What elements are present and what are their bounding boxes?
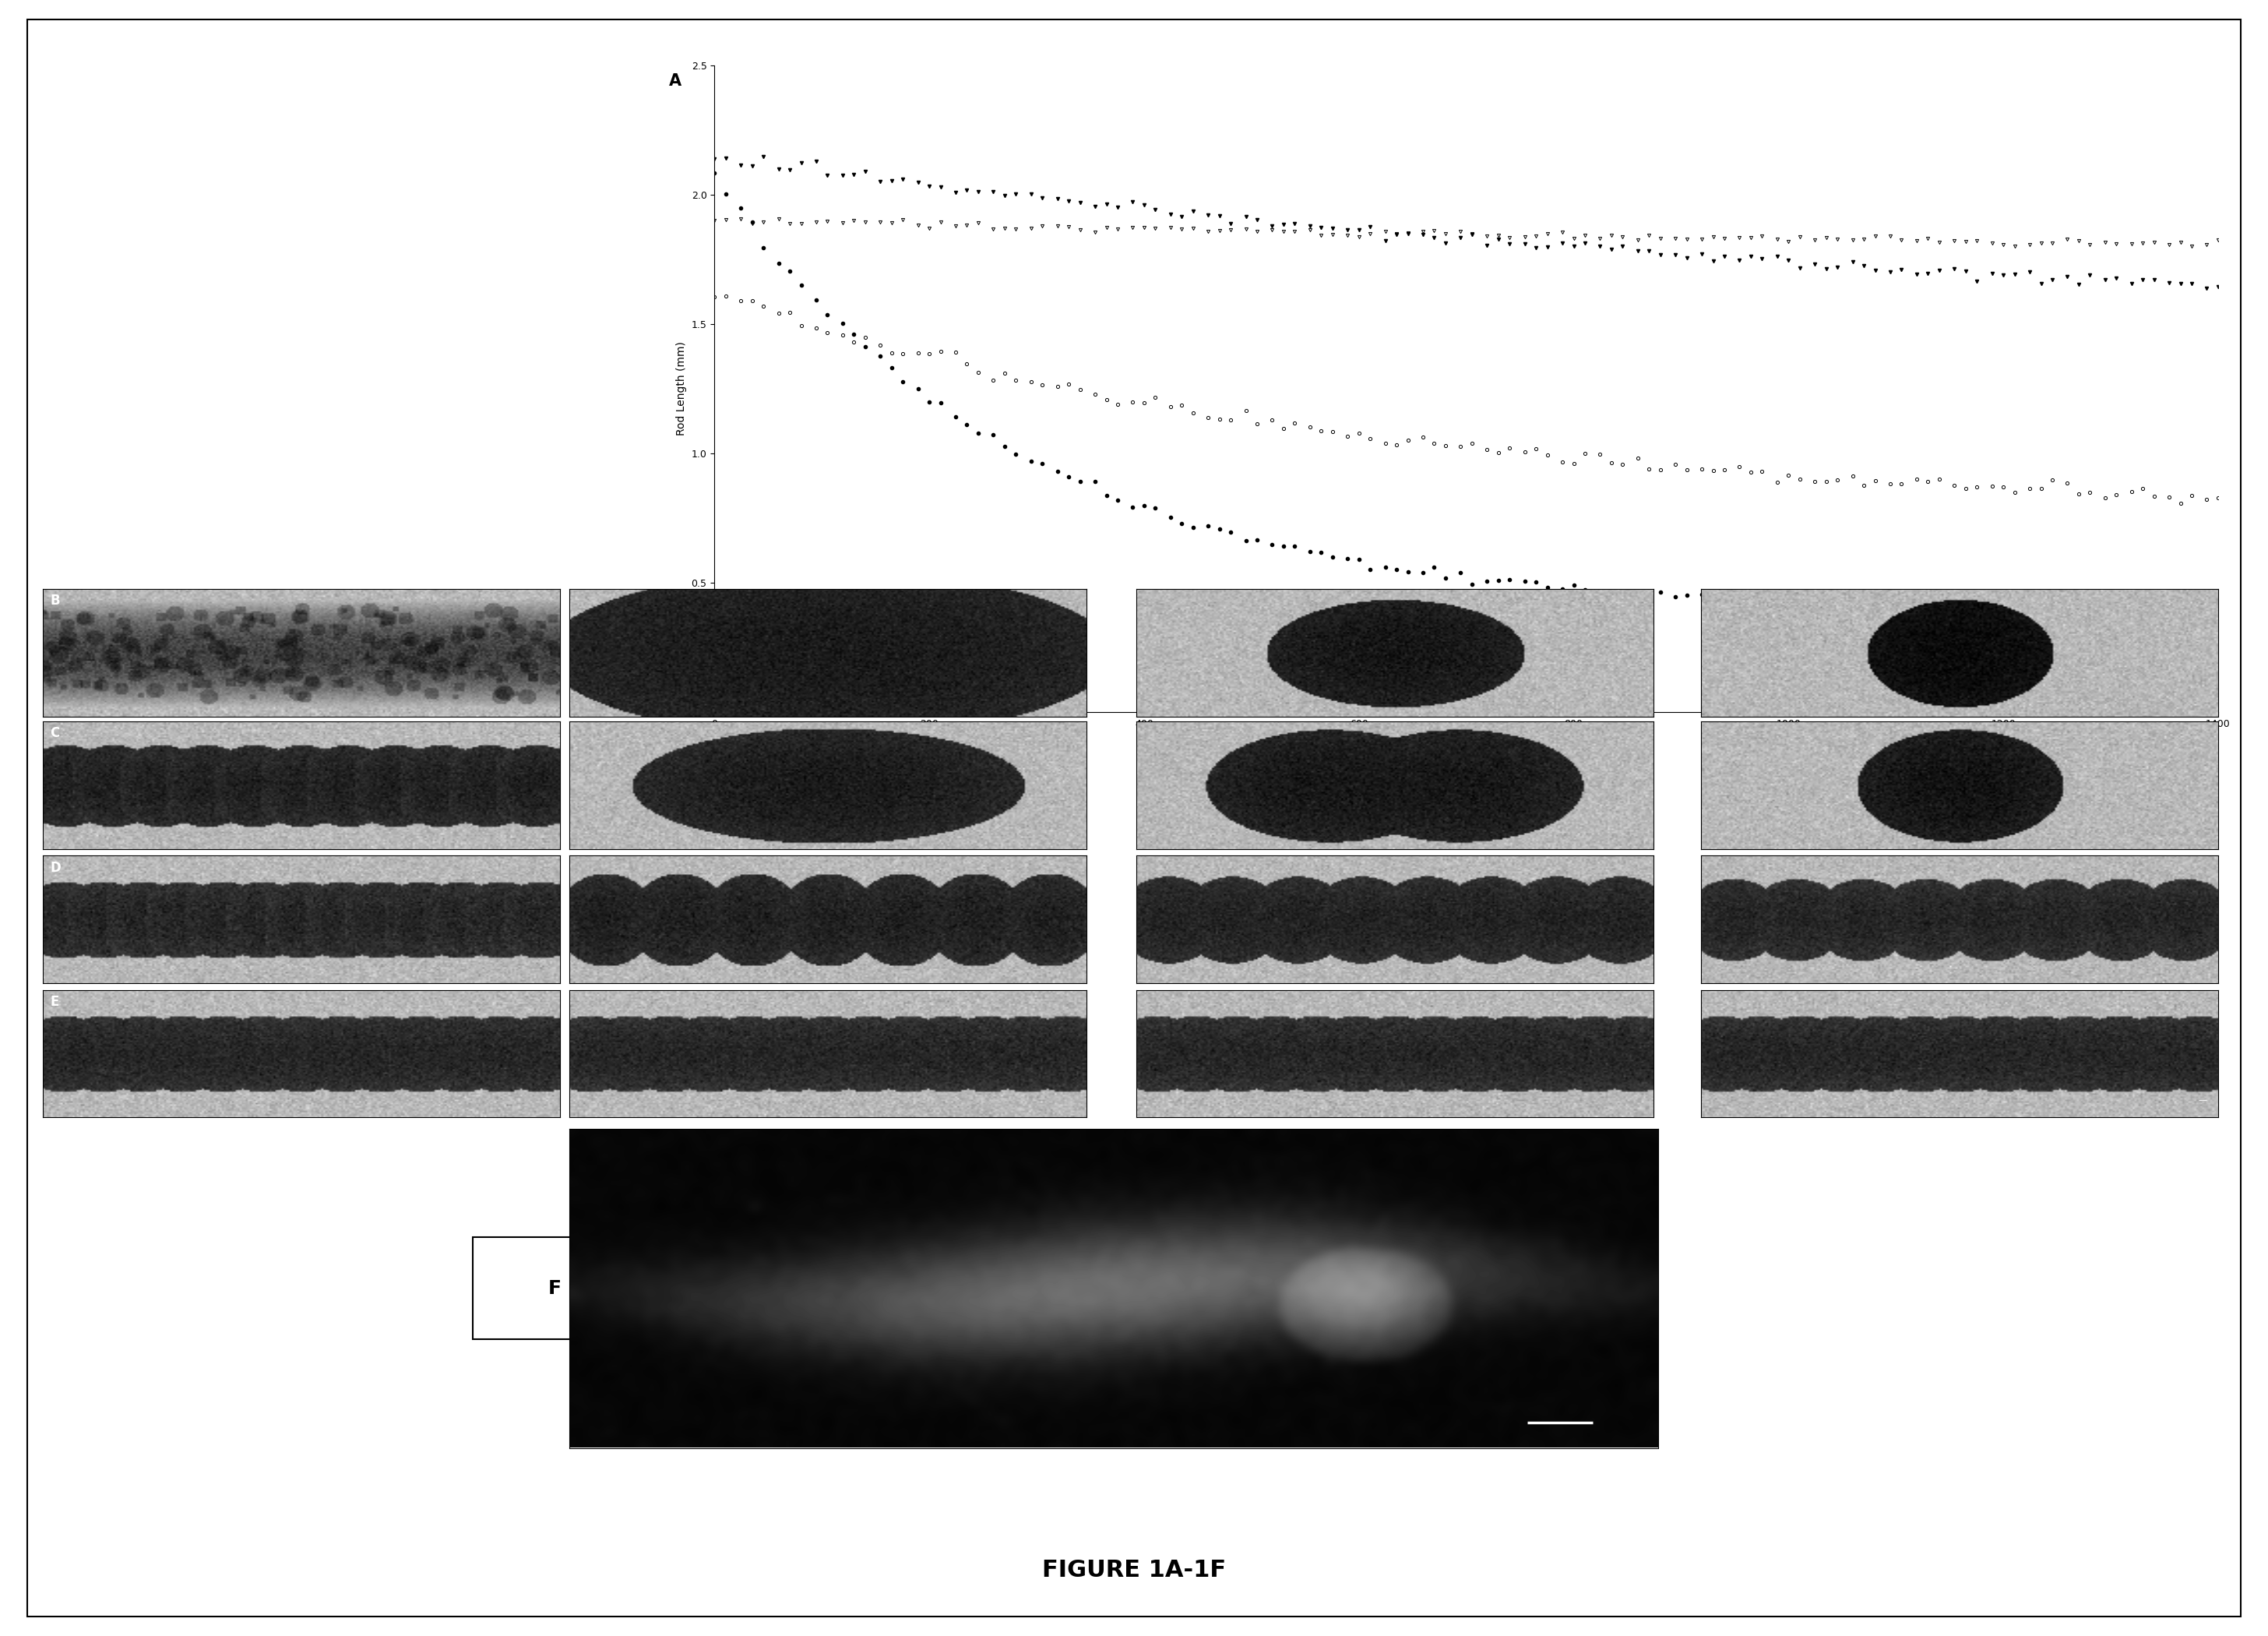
- Text: F: F: [549, 1279, 560, 1297]
- FancyBboxPatch shape: [472, 1237, 637, 1340]
- Text: —: —: [2198, 1096, 2207, 1104]
- Y-axis label: Rod Length (mm): Rod Length (mm): [676, 342, 687, 435]
- X-axis label: Time (min): Time (min): [1438, 733, 1495, 744]
- Text: E: E: [50, 995, 59, 1009]
- Legend: Control, 1 Day Pre-culture, 4 Day Pre-culture, 7 Day Pre-culture: Control, 1 Day Pre-culture, 4 Day Pre-cu…: [735, 638, 855, 700]
- Text: C: C: [50, 726, 59, 741]
- Text: A: A: [669, 74, 683, 90]
- Text: FIGURE 1A-1F: FIGURE 1A-1F: [1041, 1559, 1227, 1582]
- Text: D: D: [50, 861, 61, 875]
- Text: B: B: [50, 594, 59, 609]
